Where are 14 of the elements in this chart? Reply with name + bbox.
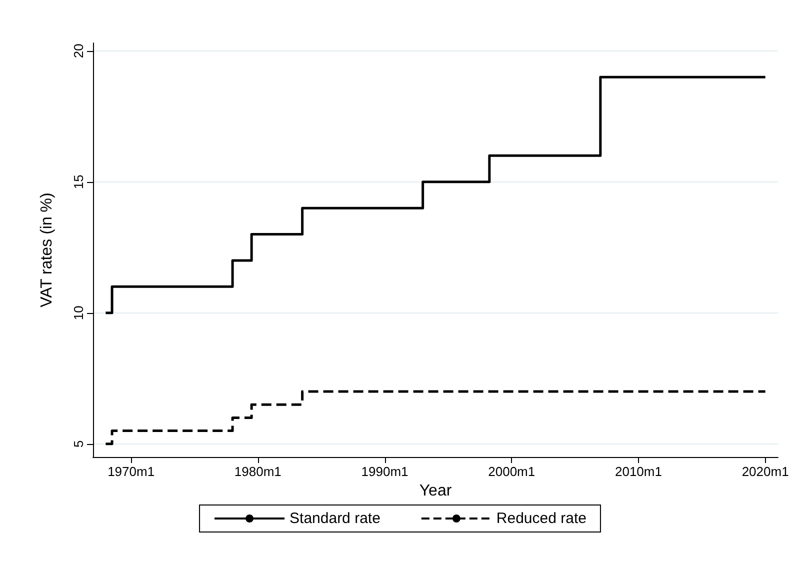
x-tick-label: 2020m1	[742, 464, 789, 479]
legend-label: Reduced rate	[496, 510, 586, 527]
y-tick-label: 5	[71, 440, 86, 448]
x-tick-label: 1980m1	[234, 464, 282, 479]
x-tick-label: 2010m1	[614, 464, 662, 479]
y-axis-title: VAT rates (in %)	[38, 192, 56, 308]
legend-label: Standard rate	[290, 510, 380, 527]
y-tick-label: 20	[71, 44, 86, 58]
x-axis-title: Year	[419, 482, 452, 500]
x-tick-label: 2000m1	[488, 464, 536, 479]
x-tick-label: 1970m1	[108, 464, 155, 479]
y-tick-label: 10	[71, 306, 86, 320]
x-tick-label: 1990m1	[361, 464, 408, 479]
y-tick-label: 15	[71, 174, 86, 190]
